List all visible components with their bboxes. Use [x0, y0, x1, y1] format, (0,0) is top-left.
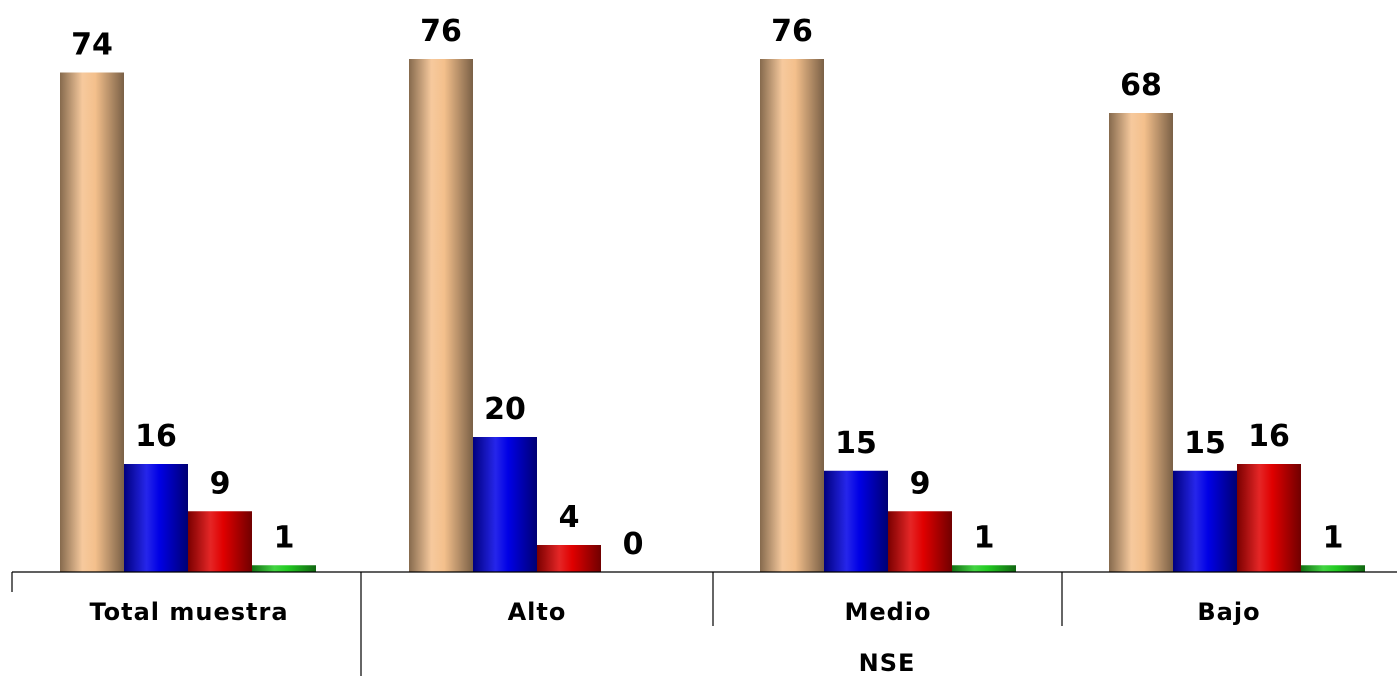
- bar-2-1: [824, 470, 888, 572]
- value-label-2-3: 1: [974, 520, 995, 555]
- category-label-medio: Medio: [844, 598, 931, 626]
- bar-3-2: [1237, 464, 1301, 572]
- bar-0-3: [252, 565, 316, 572]
- value-label-3-1: 15: [1184, 426, 1226, 461]
- bar-1-1: [473, 437, 537, 572]
- bar-3-1: [1173, 470, 1237, 572]
- bar-2-3: [952, 565, 1016, 572]
- bar-2-0: [760, 59, 824, 572]
- bar-0-1: [124, 464, 188, 572]
- value-label-2-2: 9: [910, 466, 931, 501]
- value-labels-layer: 74 16 9 1 76 20 4 0 76 15 9 1 68 15 16 1: [71, 14, 1343, 562]
- bars-layer: [60, 59, 1365, 572]
- value-label-0-2: 9: [210, 466, 231, 501]
- value-label-1-3: 0: [623, 527, 644, 562]
- bar-1-2: [537, 545, 601, 572]
- category-label-alto: Alto: [508, 598, 567, 626]
- value-label-0-1: 16: [135, 419, 177, 454]
- bar-0-2: [188, 511, 252, 572]
- bar-2-2: [888, 511, 952, 572]
- value-label-1-0: 76: [420, 14, 462, 49]
- value-label-3-2: 16: [1248, 419, 1290, 454]
- value-label-0-3: 1: [274, 520, 295, 555]
- category-label-total-muestra: Total muestra: [89, 598, 288, 626]
- value-label-1-2: 4: [559, 500, 580, 535]
- value-label-0-0: 74: [71, 28, 113, 63]
- bar-0-0: [60, 72, 124, 572]
- value-label-2-1: 15: [835, 426, 877, 461]
- value-label-1-1: 20: [484, 392, 526, 427]
- bar-1-0: [409, 59, 473, 572]
- bar-3-3: [1301, 565, 1365, 572]
- category-label-bajo: Bajo: [1197, 598, 1260, 626]
- value-label-2-0: 76: [771, 14, 813, 49]
- category-axis: Total muestra Alto Medio Bajo NSE: [11, 571, 1397, 676]
- bar-3-0: [1109, 113, 1173, 572]
- value-label-3-3: 1: [1323, 520, 1344, 555]
- value-label-3-0: 68: [1120, 68, 1162, 103]
- group-label-nse: NSE: [859, 649, 916, 676]
